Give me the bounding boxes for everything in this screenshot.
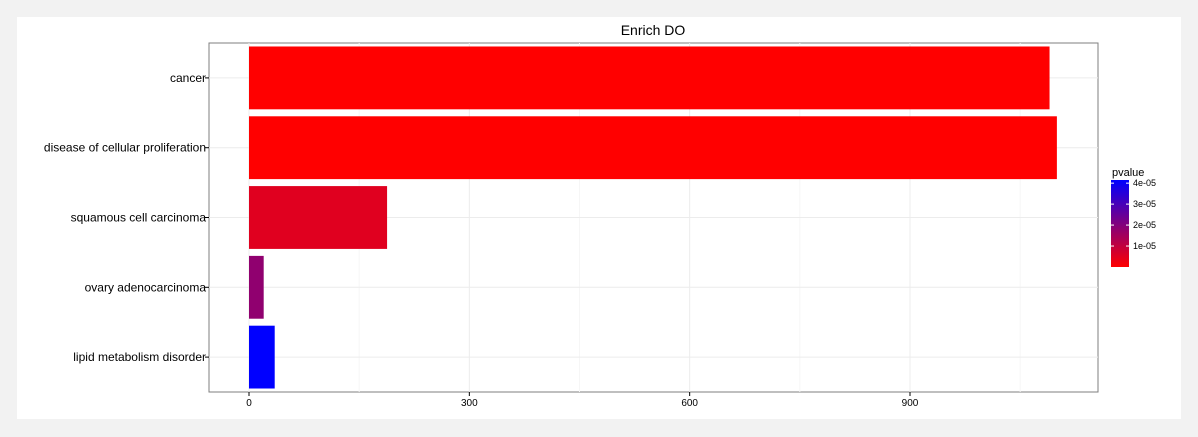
- legend-colorbar: [1111, 180, 1129, 267]
- legend-tick-label: 1e-05: [1133, 241, 1156, 251]
- chart-title: Enrich DO: [621, 22, 686, 38]
- legend-ticks: 4e-05 3e-05 2e-05 1e-05: [1111, 178, 1156, 251]
- bars: [249, 46, 1057, 389]
- x-tick-label: 0: [246, 398, 252, 409]
- bar-lipid-metabolism-disorder: [249, 325, 275, 389]
- category-label: disease of cellular proliferation: [44, 141, 206, 155]
- bar-squamous-cell-carcinoma: [249, 186, 388, 249]
- legend-tick-label: 2e-05: [1133, 220, 1156, 230]
- category-label: squamous cell carcinoma: [71, 211, 207, 225]
- bar-cancer: [249, 46, 1050, 110]
- legend-tick-label: 3e-05: [1133, 199, 1156, 209]
- legend-title: pvalue: [1112, 167, 1144, 179]
- category-label: cancer: [170, 71, 206, 85]
- legend-tick-label: 4e-05: [1133, 178, 1156, 188]
- x-tick-label: 900: [902, 398, 919, 409]
- x-ticks: 0 300 600 900: [246, 392, 919, 409]
- category-label: lipid metabolism disorder: [73, 350, 206, 364]
- pvalue-legend: pvalue 4e-05 3e-05 2e-05 1e-05: [1111, 167, 1156, 267]
- y-ticks: cancer disease of cellular proliferation s…: [44, 71, 209, 364]
- bar-disease-of-cellular-proliferation: [249, 116, 1057, 180]
- x-tick-label: 600: [681, 398, 698, 409]
- category-label: ovary adenocarcinoma: [85, 280, 207, 294]
- bar-ovary-adenocarcinoma: [249, 255, 264, 319]
- x-tick-label: 300: [461, 398, 478, 409]
